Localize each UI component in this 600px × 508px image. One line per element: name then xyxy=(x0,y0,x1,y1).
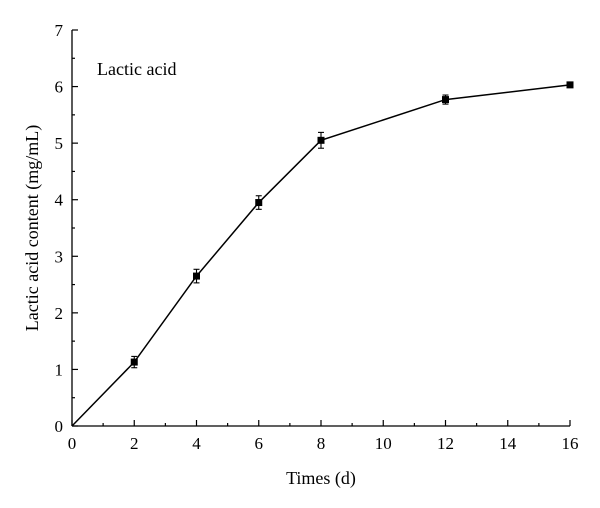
x-tick-label: 0 xyxy=(68,434,77,453)
data-point xyxy=(130,358,138,366)
x-tick-label: 2 xyxy=(130,434,139,453)
x-tick-label: 16 xyxy=(562,434,579,453)
y-tick-label: 1 xyxy=(55,360,64,379)
x-tick-label: 14 xyxy=(499,434,517,453)
data-point xyxy=(193,272,200,280)
y-tick-label: 0 xyxy=(55,417,64,436)
y-tick-label: 7 xyxy=(55,21,64,40)
x-ticks: 0 2 4 6 8 10 12 14 16 xyxy=(68,420,579,453)
y-ticks: 0 1 2 3 4 5 6 7 xyxy=(55,21,78,436)
data-point xyxy=(317,136,325,144)
data-point xyxy=(566,81,574,89)
y-tick-label: 4 xyxy=(55,191,64,210)
x-tick-label: 6 xyxy=(255,434,264,453)
x-tick-label: 8 xyxy=(317,434,326,453)
data-point xyxy=(255,199,263,207)
y-tick-label: 6 xyxy=(55,78,64,97)
series-layer xyxy=(71,81,574,427)
chart-annotation: Lactic acid xyxy=(97,59,176,79)
data-point xyxy=(442,96,449,104)
x-tick-label: 12 xyxy=(437,434,454,453)
x-axis-label: Times (d) xyxy=(286,468,356,489)
x-tick-label: 4 xyxy=(192,434,201,453)
y-axis-label: Lactic acid content (mg/mL) xyxy=(22,125,43,331)
y-tick-label: 3 xyxy=(55,247,64,266)
y-tick-label: 5 xyxy=(55,134,64,153)
x-tick-label: 10 xyxy=(375,434,392,453)
y-tick-label: 2 xyxy=(55,304,64,323)
